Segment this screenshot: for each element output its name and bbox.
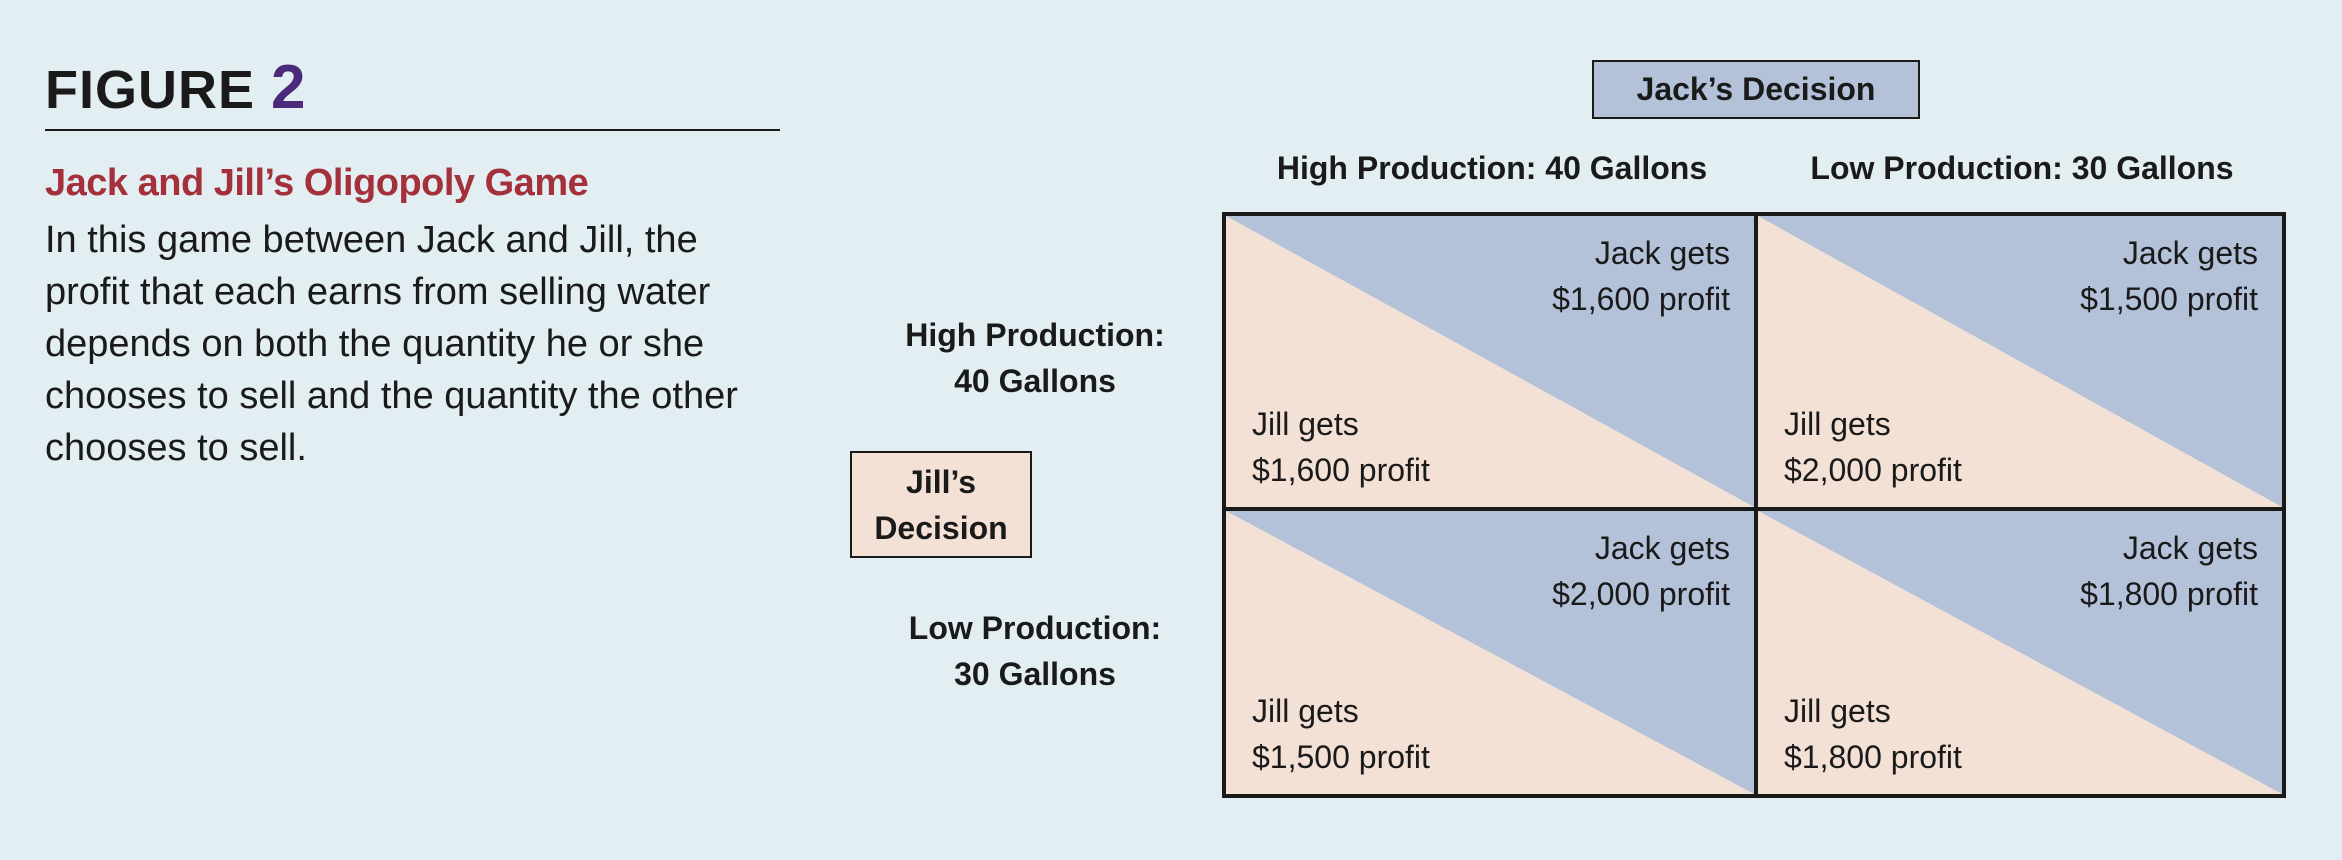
figure-word: FIGURE xyxy=(45,60,256,120)
jill-payoff-value: $1,500 profit xyxy=(1252,739,1430,775)
title-rule xyxy=(45,129,780,131)
column-header-low: Low Production: 30 Gallons xyxy=(1810,150,2234,186)
jill-payoff-value: $1,800 profit xyxy=(1784,739,1962,775)
jack-payoff: Jack gets $1,600 profit xyxy=(1552,230,1730,322)
row-header-low-line2: 30 Gallons xyxy=(954,656,1116,692)
caption-title: Jack and Jill’s Oligopoly Game xyxy=(45,162,589,204)
jack-payoff-value: $2,000 profit xyxy=(1552,576,1730,612)
jack-payoff-value: $1,600 profit xyxy=(1552,281,1730,317)
jills-decision-line2: Decision xyxy=(874,509,1008,546)
jack-payoff-label: Jack gets xyxy=(2122,530,2258,566)
row-header-high-line1: High Production: xyxy=(905,317,1165,353)
jill-payoff-label: Jill gets xyxy=(1784,693,1891,729)
jack-payoff-value: $1,500 profit xyxy=(2080,281,2258,317)
jack-payoff: Jack gets $1,800 profit xyxy=(2080,525,2258,617)
grid-horizontal-divider xyxy=(1226,507,2282,511)
jack-payoff-label: Jack gets xyxy=(1594,235,1730,271)
payoff-matrix: Jack gets $1,600 profit Jill gets $1,600… xyxy=(1222,212,2286,798)
jills-decision-label: Jill’s Decision xyxy=(850,451,1032,558)
jill-payoff-value: $1,600 profit xyxy=(1252,452,1430,488)
payoff-cell-high-high: Jack gets $1,600 profit Jill gets $1,600… xyxy=(1226,216,1754,507)
payoff-cell-low-high: Jack gets $2,000 profit Jill gets $1,500… xyxy=(1226,511,1754,794)
figure-number: 2 xyxy=(271,53,307,122)
row-header-high-line2: 40 Gallons xyxy=(954,363,1116,399)
jill-payoff-label: Jill gets xyxy=(1252,406,1359,442)
cell-split-shape xyxy=(1226,511,1754,794)
jill-payoff: Jill gets $1,600 profit xyxy=(1252,401,1430,493)
cell-split-shape xyxy=(1758,216,2282,507)
jill-payoff: Jill gets $1,800 profit xyxy=(1784,688,1962,780)
jack-payoff: Jack gets $2,000 profit xyxy=(1552,525,1730,617)
jills-decision-line1: Jill’s xyxy=(906,463,976,500)
caption-body: In this game between Jack and Jill, the … xyxy=(45,219,738,469)
grid-vertical-divider xyxy=(1754,216,1758,794)
cell-split-shape xyxy=(1758,511,2282,794)
jack-payoff-value: $1,800 profit xyxy=(2080,576,2258,612)
payoff-cell-high-low: Jack gets $1,500 profit Jill gets $2,000… xyxy=(1758,216,2282,507)
jack-payoff-label: Jack gets xyxy=(1594,530,1730,566)
row-header-low-line1: Low Production: xyxy=(908,610,1162,646)
row-header-high: High Production: 40 Gallons xyxy=(900,312,1170,404)
jill-payoff: Jill gets $1,500 profit xyxy=(1252,688,1430,780)
jill-payoff: Jill gets $2,000 profit xyxy=(1784,401,1962,493)
cell-split-shape xyxy=(1226,216,1754,507)
jill-payoff-label: Jill gets xyxy=(1784,406,1891,442)
jill-payoff-value: $2,000 profit xyxy=(1784,452,1962,488)
row-header-low: Low Production: 30 Gallons xyxy=(900,605,1170,697)
payoff-cell-low-low: Jack gets $1,800 profit Jill gets $1,800… xyxy=(1758,511,2282,794)
column-header-high: High Production: 40 Gallons xyxy=(1276,150,1708,186)
jack-payoff: Jack gets $1,500 profit xyxy=(2080,230,2258,322)
figure-label: FIGURE 2 xyxy=(45,52,307,123)
jacks-decision-label: Jack’s Decision xyxy=(1592,60,1920,119)
jack-payoff-label: Jack gets xyxy=(2122,235,2258,271)
jill-payoff-label: Jill gets xyxy=(1252,693,1359,729)
